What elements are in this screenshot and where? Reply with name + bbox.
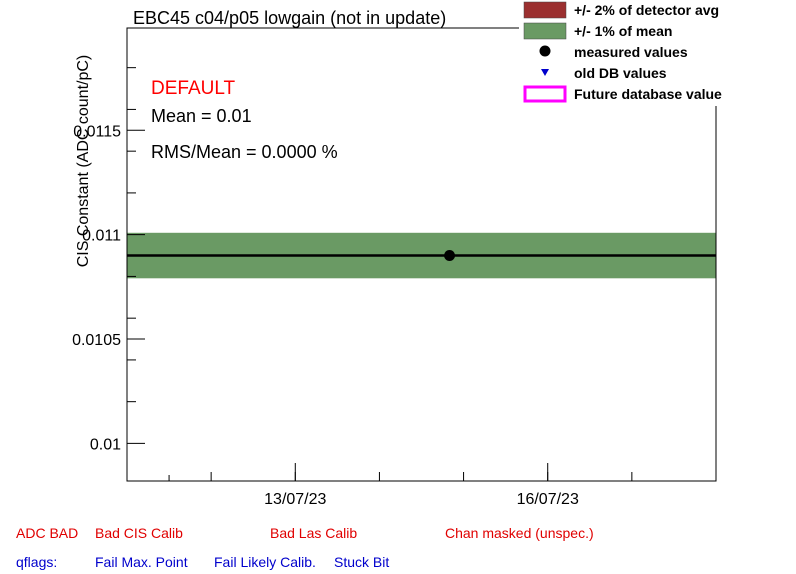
legend-swatch-future xyxy=(523,85,567,103)
legend-label-future: Future database value xyxy=(574,86,722,102)
flag-stuck-bit: Stuck Bit xyxy=(334,554,390,570)
legend-swatch-2pct xyxy=(523,1,567,19)
legend-label-measured: measured values xyxy=(574,44,688,60)
legend-label-1pct: +/- 1% of mean xyxy=(574,23,672,39)
legend-marker-old-db xyxy=(541,69,549,76)
flag-bad-las-calib: Bad Las Calib xyxy=(270,525,358,541)
x-tick-label: 16/07/23 xyxy=(517,491,579,508)
measured-point xyxy=(444,250,456,262)
legend-marker-measured xyxy=(539,45,551,57)
y-tick-label: 0.0115 xyxy=(73,123,121,140)
legend-swatch-1pct xyxy=(523,22,567,40)
y-tick-label: 0.01 xyxy=(90,436,121,453)
flag-fail-max-point: Fail Max. Point xyxy=(95,554,188,570)
y-axis: 0.01 0.0105 0.011 0.0115 xyxy=(72,67,145,453)
measured-points xyxy=(444,250,456,262)
rms-text: RMS/Mean = 0.0000 % xyxy=(151,142,338,162)
flag-fail-likely-calib: Fail Likely Calib. xyxy=(214,554,316,570)
x-tick-label: 13/07/23 xyxy=(264,491,326,508)
y-tick-label: 0.011 xyxy=(82,228,121,245)
legend: +/- 2% of detector avg +/- 1% of mean me… xyxy=(519,0,722,106)
x-axis: 13/07/23 16/07/23 xyxy=(126,463,717,508)
qflags-label: qflags: xyxy=(16,554,58,570)
y-axis-label: CIS Constant (ADC count/pC) xyxy=(75,55,92,268)
legend-label-old-db: old DB values xyxy=(574,65,667,81)
legend-label-2pct: +/- 2% of detector avg xyxy=(574,2,719,18)
flag-chan-masked: Chan masked (unspec.) xyxy=(445,525,594,541)
y-tick-label: 0.0105 xyxy=(72,332,121,349)
status-default: DEFAULT xyxy=(151,78,236,99)
chart-title: EBC45 c04/p05 lowgain (not in update) xyxy=(133,8,446,28)
flag-bad-cis-calib: Bad CIS Calib xyxy=(95,525,183,541)
flag-adc-bad: ADC BAD xyxy=(16,525,79,541)
mean-text: Mean = 0.01 xyxy=(151,106,252,126)
